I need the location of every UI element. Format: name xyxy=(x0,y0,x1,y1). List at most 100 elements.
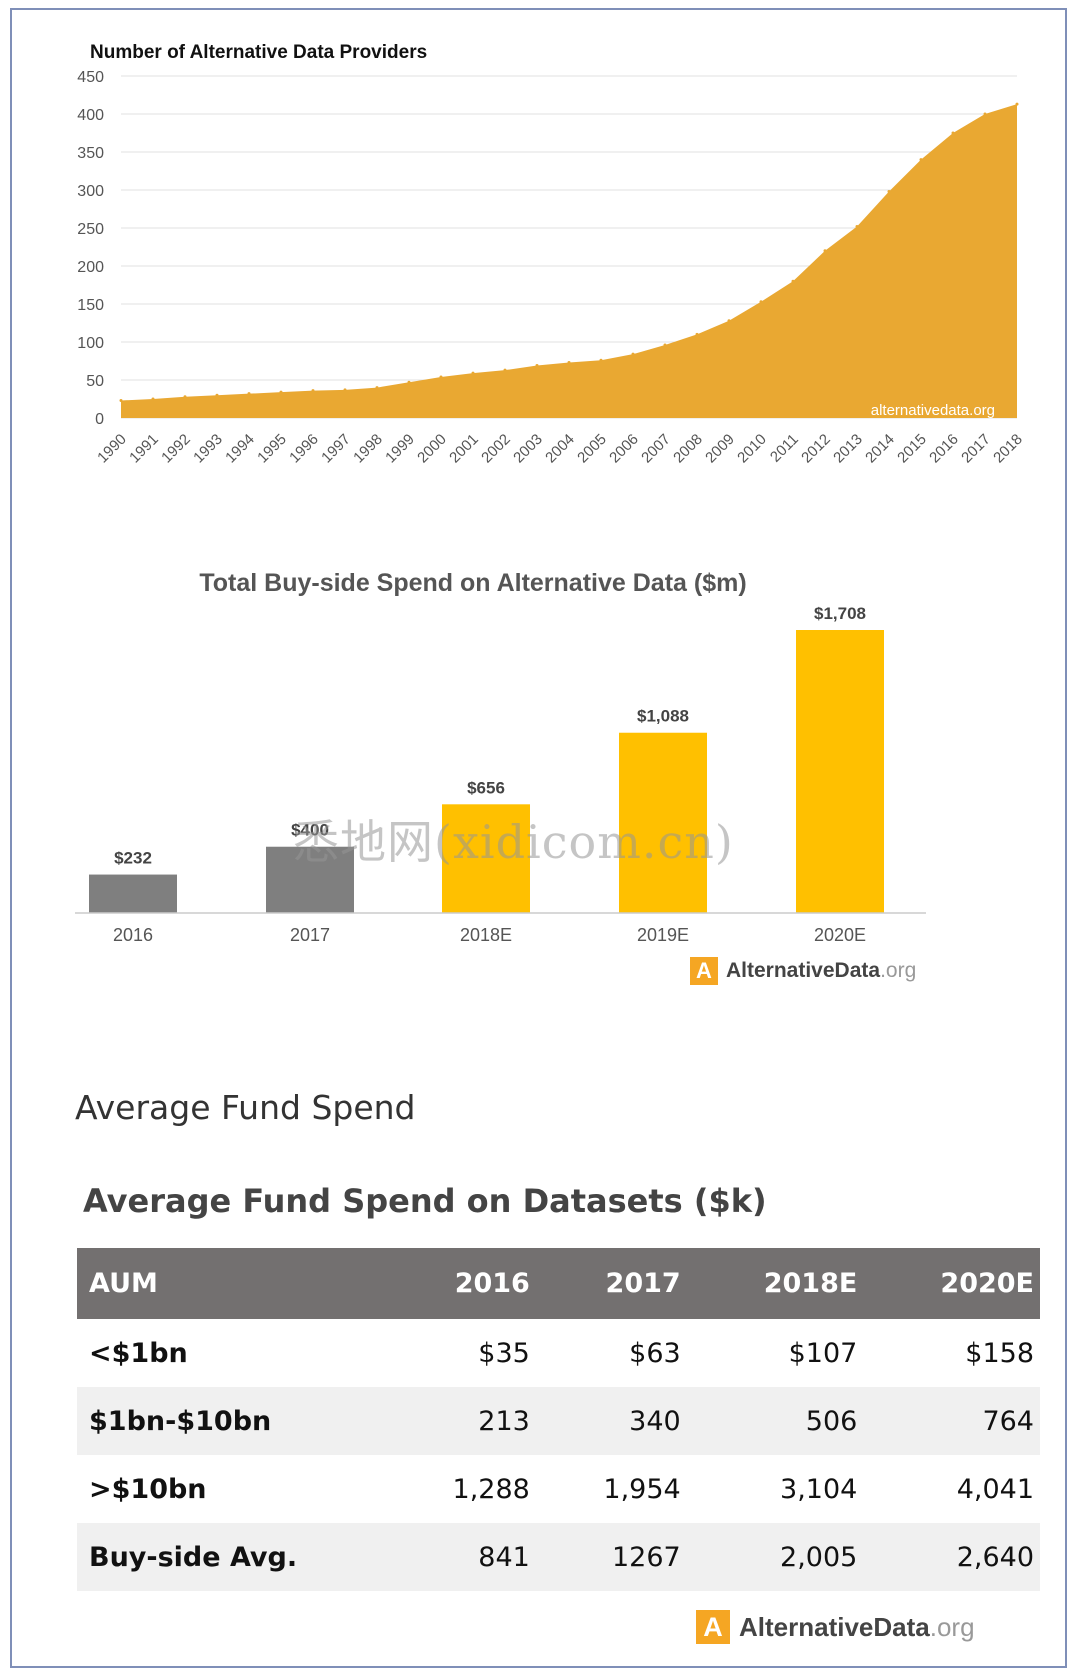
page-frame xyxy=(10,8,1067,1668)
x-tick-label: 2014 xyxy=(862,431,898,467)
x-tick-label: 2010 xyxy=(734,431,770,467)
area-data-point xyxy=(183,395,187,399)
x-tick-label: 2017 xyxy=(958,431,994,467)
area-data-point xyxy=(919,158,923,162)
x-tick-label: 1996 xyxy=(286,431,322,467)
table-cell: $107 xyxy=(788,1337,858,1369)
area-data-point xyxy=(663,343,667,347)
area-chart-y-ticks: 0 50 100 150 200 250 300 350 400 450 xyxy=(77,69,104,428)
area-data-point xyxy=(791,279,795,283)
x-tick-label: 2005 xyxy=(574,431,610,467)
table-cell: 506 xyxy=(686,1387,864,1455)
x-tick-label: 2012 xyxy=(798,431,834,467)
area-data-point xyxy=(695,332,699,336)
section-heading: Average Fund Spend xyxy=(75,1088,416,1127)
brand-letter-icon: A xyxy=(690,957,718,985)
x-tick-label: 2009 xyxy=(702,431,738,467)
x-tick-label: 1997 xyxy=(318,431,354,467)
table-cell: 4,041 xyxy=(956,1473,1034,1505)
bar-chart-category-labels: 2016 2017 2018E 2019E 2020E xyxy=(113,925,866,945)
y-tick-label: 450 xyxy=(77,69,104,86)
bar-category-label: 2016 xyxy=(113,925,153,945)
table-row: <$1bn $35 $63 $107 $158 xyxy=(77,1319,1040,1387)
bar-chart-bars xyxy=(89,630,884,913)
table-cell: 1267 xyxy=(535,1523,687,1591)
brand-name: AlternativeData xyxy=(726,959,881,982)
x-tick-label: 1990 xyxy=(94,431,130,467)
bar-chart-data-labels: $232 $400 $656 $1,088 $1,708 xyxy=(114,604,866,868)
table-cell-aum: <$1bn xyxy=(89,1337,188,1369)
x-tick-label: 1999 xyxy=(382,431,418,467)
bar-2018E xyxy=(442,804,530,913)
x-tick-label: 2000 xyxy=(414,431,450,467)
table-cell: $158 xyxy=(965,1337,1034,1369)
x-tick-label: 1993 xyxy=(190,431,226,467)
x-tick-label: 2003 xyxy=(510,431,546,467)
area-data-point xyxy=(983,112,987,116)
table-cell: 340 xyxy=(535,1387,687,1455)
table-cell: $35 xyxy=(478,1337,530,1369)
bar-category-label: 2018E xyxy=(460,925,512,945)
table-cell: 764 xyxy=(863,1387,1040,1455)
bar-2017 xyxy=(266,846,354,913)
x-tick-label: 2013 xyxy=(830,431,866,467)
area-data-point xyxy=(759,300,763,304)
bar-2016 xyxy=(89,874,177,913)
y-tick-label: 50 xyxy=(86,373,104,390)
brand-logo-table: A AlternativeData .org xyxy=(696,1610,975,1644)
table-cell: 2,005 xyxy=(686,1523,864,1591)
area-data-point xyxy=(823,249,827,253)
area-chart-x-ticks: 1990199119921993199419951996199719981999… xyxy=(94,431,1026,467)
area-data-point xyxy=(311,389,315,393)
area-data-point xyxy=(599,358,603,362)
area-data-point xyxy=(631,352,635,356)
table-title: Average Fund Spend on Datasets ($k) xyxy=(83,1182,767,1220)
brand-suffix: .org xyxy=(880,959,917,982)
y-tick-label: 100 xyxy=(77,335,104,352)
area-data-point xyxy=(439,375,443,379)
watermark-text: 悉地网(xidicom.cn) xyxy=(293,815,734,869)
x-tick-label: 1992 xyxy=(158,431,194,467)
brand-logo-chart: A AlternativeData .org xyxy=(690,957,916,985)
y-tick-label: 200 xyxy=(77,259,104,276)
y-tick-label: 250 xyxy=(77,221,104,238)
x-tick-label: 2016 xyxy=(926,431,962,467)
table-header-cell: 2018E xyxy=(686,1248,864,1319)
average-fund-spend-table: AUM 2016 2017 2018E 2020E <$1bn $35 $63 … xyxy=(77,1248,1040,1591)
bar-data-label: $400 xyxy=(291,821,329,840)
table-cell: 2,640 xyxy=(863,1523,1040,1591)
area-data-point xyxy=(247,392,251,396)
area-data-point xyxy=(407,380,411,384)
area-data-point xyxy=(887,190,891,194)
x-tick-label: 1991 xyxy=(126,431,162,467)
brand-letter-icon: A xyxy=(696,1610,730,1644)
area-data-point xyxy=(727,319,731,323)
area-data-point xyxy=(1015,102,1019,106)
x-tick-label: 2018 xyxy=(990,431,1026,467)
bar-category-label: 2019E xyxy=(637,925,689,945)
x-tick-label: 2008 xyxy=(670,431,706,467)
x-tick-label: 1998 xyxy=(350,431,386,467)
area-data-point xyxy=(375,386,379,390)
table-cell-aum: >$10bn xyxy=(89,1473,207,1505)
providers-area-chart: Number of Alternative Data Providers 0 50… xyxy=(77,42,1026,467)
x-tick-label: 1995 xyxy=(254,431,290,467)
bar-2019E xyxy=(619,732,707,913)
table-header-cell: 2016 xyxy=(385,1248,536,1319)
table-cell: $63 xyxy=(629,1337,681,1369)
table-header-cell: 2020E xyxy=(863,1248,1040,1319)
area-data-point xyxy=(343,388,347,392)
area-data-point xyxy=(503,368,507,372)
area-data-point xyxy=(151,397,155,401)
area-data-point xyxy=(951,131,955,135)
table-cell-aum: Buy-side Avg. xyxy=(77,1523,385,1591)
area-chart-points xyxy=(119,102,1019,403)
table-cell-aum: $1bn-$10bn xyxy=(77,1387,385,1455)
bar-data-label: $1,708 xyxy=(814,604,866,623)
area-data-point xyxy=(279,390,283,394)
area-series-providers xyxy=(121,104,1017,419)
area-data-point xyxy=(119,399,123,403)
y-tick-label: 0 xyxy=(95,411,104,428)
brand-name: AlternativeData xyxy=(739,1611,930,1642)
buyside-spend-bar-chart: Total Buy-side Spend on Alternative Data… xyxy=(75,569,926,945)
